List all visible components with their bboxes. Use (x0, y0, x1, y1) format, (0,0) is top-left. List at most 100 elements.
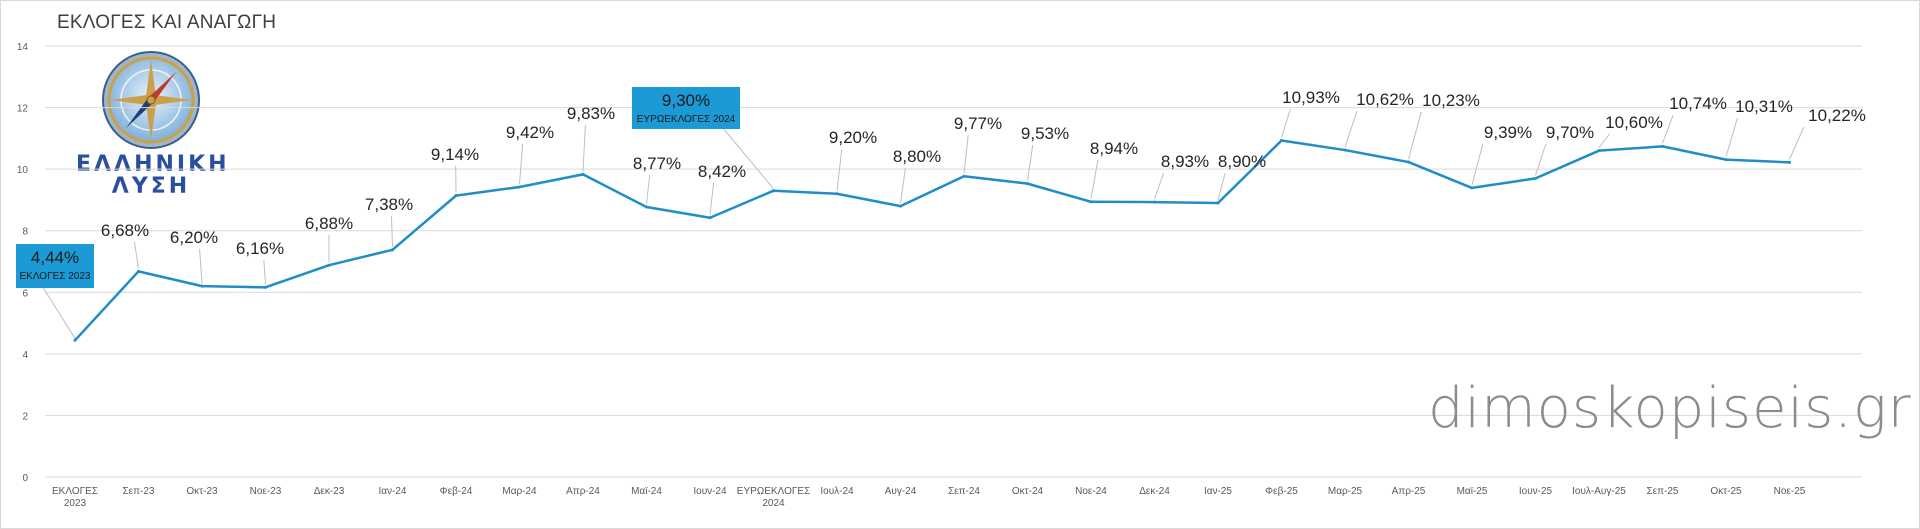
label-leader-line (1090, 159, 1099, 199)
x-tick-label: Ιαν-25 (1204, 486, 1232, 497)
data-point (899, 204, 902, 208)
x-tick-label-line: Σεπ-23 (123, 486, 155, 497)
x-tick-label-line: Μαρ-25 (1328, 486, 1363, 497)
x-tick-label: Απρ-25 (1392, 486, 1426, 497)
data-point (1026, 182, 1029, 186)
data-point (708, 216, 712, 220)
x-tick-label: Ιουν-25 (1519, 486, 1553, 497)
label-leader-line (900, 167, 906, 204)
x-tick-label-line: Οκτ-23 (186, 486, 218, 497)
x-tick-label-line: Φεβ-24 (440, 486, 473, 497)
label-leader-line (390, 215, 393, 247)
data-label: 8,42% (698, 162, 746, 181)
x-tick-label: Σεπ-24 (948, 486, 980, 497)
callout-caption: ΕΥΡΩΕΚΛΟΓΕΣ 2024 (637, 114, 736, 125)
label-leader-line (646, 174, 651, 205)
x-tick-label-line: Σεπ-24 (948, 486, 980, 497)
x-tick-label-line: Μαϊ-25 (1457, 486, 1488, 497)
data-point (200, 284, 204, 288)
grid-lines (45, 45, 1862, 478)
data-label: 10,74% (1669, 94, 1727, 113)
x-tick-label-line: Απρ-25 (1392, 486, 1426, 497)
data-point (1470, 186, 1474, 190)
x-tick-label-line: Ιουλ-Αυγ-25 (1572, 486, 1626, 497)
x-tick-label-line: Νοε-25 (1774, 486, 1806, 497)
x-tick-label: Δεκ-23 (314, 486, 345, 497)
x-tick-label: Δεκ-24 (1139, 486, 1170, 497)
x-tick-label-line: ΕΚΛΟΓΕΣ (52, 486, 98, 497)
x-tick-label-line: Ιαν-24 (378, 486, 406, 497)
x-tick-label: Σεπ-23 (123, 486, 155, 497)
data-label: 9,39% (1484, 123, 1532, 142)
x-tick-label: Μαρ-24 (502, 486, 537, 497)
x-tick-label: Αυγ-24 (885, 486, 917, 497)
series-line-path (74, 139, 1790, 342)
data-point (1280, 139, 1283, 143)
data-label: 10,23% (1422, 91, 1480, 110)
data-point (454, 194, 458, 198)
label-leader-line (1344, 110, 1358, 148)
x-axis: ΕΚΛΟΓΕΣ 2023 Σεπ-23 Οκτ-23 Νοε-23 Δεκ-23 Ιαν-2… (52, 486, 1806, 509)
x-tick-label-line: Οκτ-25 (1710, 486, 1742, 497)
data-label: 10,31% (1735, 97, 1793, 116)
data-label: 8,80% (893, 147, 941, 166)
x-tick-label: Ιουλ-Αυγ-25 (1572, 486, 1626, 497)
x-tick-label: Οκτ-24 (1012, 486, 1044, 497)
label-leader-line (1662, 114, 1674, 144)
callout-value: 4,44% (31, 248, 79, 267)
x-tick-label: Φεβ-24 (440, 486, 473, 497)
y-tick-label: 8 (22, 227, 28, 238)
data-point (391, 248, 394, 252)
chart-title: ΕΚΛΟΓΕΣ ΚΑΙ ΑΝΑΓΩΓΗ (57, 12, 277, 33)
data-label: 8,90% (1218, 152, 1266, 171)
label-leader-line (519, 143, 524, 185)
data-label: 10,62% (1356, 90, 1414, 109)
label-leader-line (1281, 108, 1291, 138)
callouts: 4,44% ΕΚΛΟΓΕΣ 2023 9,30% ΕΥΡΩΕΚΛΟΓΕΣ 2024 (16, 87, 740, 288)
data-label: 7,38% (365, 195, 413, 214)
label-leader-line (1535, 143, 1547, 176)
data-point (835, 192, 839, 196)
x-tick-label-line: Ιουν-25 (1519, 486, 1553, 497)
logo-text-line2: ΛΥΣΗ (111, 174, 191, 199)
x-tick-label-line: Ιουν-24 (693, 486, 727, 497)
label-leader-line (963, 134, 969, 174)
data-label: 6,68% (101, 221, 149, 240)
label-leader-line (263, 259, 266, 285)
label-leader-line (199, 248, 203, 284)
compass-emblem-icon (102, 51, 200, 149)
data-label: 10,93% (1282, 88, 1340, 107)
label-leader-line (1725, 117, 1738, 157)
label-leader-line (133, 241, 139, 269)
x-tick-label-line: Ιουλ-24 (820, 486, 854, 497)
x-tick-label-line: 2023 (64, 498, 87, 509)
x-tick-label: Νοε-25 (1774, 486, 1806, 497)
x-tick-label-line: Δεκ-23 (314, 486, 345, 497)
x-tick-label-line: ΕΥΡΩΕΚΛΟΓΕΣ (737, 486, 810, 497)
data-point (1597, 149, 1601, 153)
x-tick-label-line: Σεπ-25 (1647, 486, 1679, 497)
label-leader-line (709, 182, 715, 215)
data-point (772, 189, 775, 193)
data-label: 8,93% (1161, 152, 1209, 171)
x-tick-label-line: Μαρ-24 (502, 486, 537, 497)
x-tick-label-line: Μαϊ-24 (631, 486, 662, 497)
data-point (1343, 148, 1347, 152)
x-tick-label: Απρ-24 (566, 486, 600, 497)
x-tick-label: Μαρ-25 (1328, 486, 1363, 497)
x-tick-label-line: Οκτ-24 (1012, 486, 1044, 497)
party-logo: ΕΛΛΗΝΙΚΗ ΛΥΣΗ (76, 44, 227, 204)
data-point (264, 285, 267, 289)
callout-caption: ΕΚΛΟΓΕΣ 2023 (20, 271, 91, 282)
data-point (581, 172, 585, 176)
series-line (73, 139, 1791, 342)
callout-leader-line (723, 128, 774, 190)
x-tick-label: ΕΚΛΟΓΕΣ 2023 (52, 486, 98, 509)
data-label: 9,77% (954, 114, 1002, 133)
y-tick-label: 6 (22, 288, 28, 299)
data-point (1661, 144, 1664, 148)
y-tick-label: 10 (17, 165, 29, 176)
data-labels: 6,68% 6,20% 6,16% 6,88% 7,38% 9,14% 9,42% 9,83%… (101, 88, 1866, 258)
data-point (1534, 176, 1537, 180)
data-point (1724, 158, 1728, 162)
